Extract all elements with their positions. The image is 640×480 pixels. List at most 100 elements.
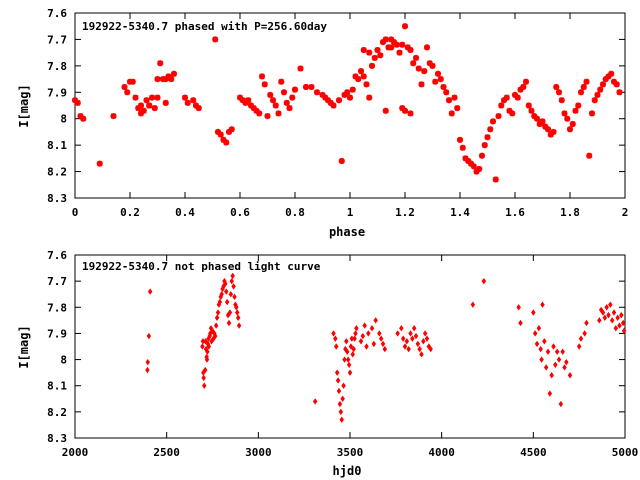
data-point (333, 335, 338, 342)
data-point (270, 97, 276, 104)
data-point (620, 319, 626, 327)
data-point (547, 390, 553, 397)
data-point (553, 84, 560, 90)
data-point (200, 343, 205, 350)
data-point (352, 73, 359, 80)
data-point (556, 356, 562, 363)
data-point (340, 395, 345, 402)
y-tick-label: 7.7 (47, 275, 67, 288)
data-point (512, 91, 518, 98)
data-point (457, 136, 463, 143)
data-point (360, 332, 366, 340)
data-point (380, 39, 386, 46)
data-point (348, 343, 354, 350)
data-point (341, 91, 348, 98)
data-point (470, 163, 477, 170)
data-point (543, 364, 549, 371)
data-point (400, 335, 406, 342)
data-point (399, 105, 406, 112)
data-point (495, 113, 502, 120)
data-point (236, 322, 242, 329)
data-point (145, 358, 151, 366)
data-point (501, 97, 507, 104)
data-point (564, 115, 571, 122)
data-point (339, 416, 344, 423)
data-point (528, 107, 535, 114)
data-point (586, 152, 593, 159)
data-point (417, 345, 422, 353)
data-point (228, 126, 235, 133)
data-point (382, 36, 389, 43)
data-point (523, 78, 529, 85)
data-point (366, 49, 373, 56)
data-point (487, 126, 494, 133)
y-tick-label: 7.7 (47, 33, 67, 46)
data-point (215, 128, 221, 135)
data-point (336, 97, 342, 104)
data-point (437, 76, 444, 83)
data-point (360, 73, 367, 80)
data-point (345, 356, 351, 363)
data-point (451, 94, 458, 101)
data-point (578, 89, 584, 96)
data-point (454, 105, 461, 112)
data-point (264, 113, 271, 120)
data-point (393, 41, 400, 48)
data-point (366, 330, 371, 337)
data-point (353, 330, 358, 337)
data-point (297, 65, 304, 72)
data-point (422, 330, 428, 337)
data-point (184, 99, 191, 106)
data-point (140, 107, 147, 114)
data-points (72, 23, 623, 183)
data-point (242, 99, 249, 106)
data-point (360, 47, 367, 53)
data-point (138, 102, 144, 109)
data-point (411, 325, 417, 332)
chart-title: 192922-5340.7 phased with P=256.60day (82, 20, 327, 33)
data-point (545, 126, 551, 133)
data-point (404, 338, 410, 345)
data-point (572, 107, 579, 114)
data-point (231, 283, 236, 290)
data-point (245, 97, 252, 104)
y-axis-label: I[mag] (17, 325, 31, 368)
data-point (267, 91, 274, 98)
data-point (399, 41, 406, 48)
data-point (292, 86, 298, 93)
x-tick-label: 3000 (245, 446, 272, 459)
data-point (549, 372, 554, 379)
data-point (366, 94, 373, 101)
data-point (531, 113, 538, 120)
data-point (190, 97, 197, 104)
data-point (410, 335, 415, 342)
x-tick-label: 1.4 (450, 206, 470, 219)
data-point (201, 374, 206, 382)
data-point (217, 131, 224, 138)
data-point (492, 176, 499, 183)
data-point (388, 36, 395, 43)
data-point (331, 330, 336, 337)
data-point (232, 293, 237, 301)
data-point (228, 291, 234, 298)
data-point (347, 94, 353, 101)
data-point (616, 89, 623, 96)
data-point (462, 155, 469, 162)
data-point (337, 400, 343, 408)
data-point (545, 348, 551, 355)
data-point (213, 332, 218, 340)
data-point (514, 94, 521, 101)
x-tick-label: 1.8 (560, 206, 580, 219)
data-point (402, 23, 408, 30)
data-point (165, 73, 172, 80)
data-point (261, 81, 268, 88)
data-point (551, 343, 556, 350)
data-point (121, 84, 128, 90)
data-point (481, 142, 488, 149)
data-point (214, 314, 220, 321)
y-tick-label: 8.2 (47, 406, 67, 419)
data-point (345, 348, 350, 355)
data-point (428, 345, 433, 353)
data-point (408, 330, 413, 337)
data-point (206, 343, 212, 350)
